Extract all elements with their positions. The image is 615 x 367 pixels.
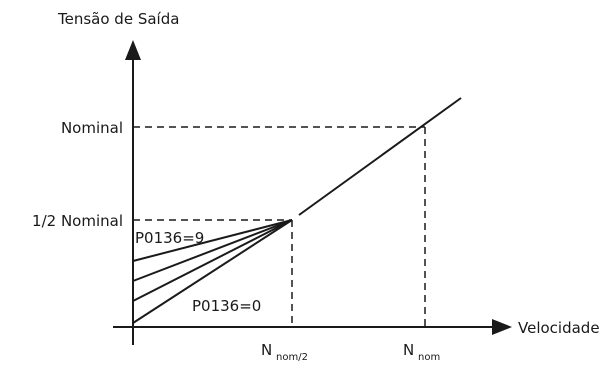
boost-line-min	[132, 219, 293, 324]
vf-main-line	[298, 97, 462, 216]
param-min-label: P0136=0	[192, 297, 261, 315]
x-axis-arrow	[492, 319, 512, 335]
full-speed-mark-subscript: nom	[418, 352, 440, 363]
half-speed-mark-subscript: nom/2	[276, 352, 308, 363]
boost-line-3	[132, 219, 293, 302]
nominal-level-label: Nominal	[61, 119, 123, 137]
x-axis-label: Velocidade	[518, 319, 600, 337]
param-max-label: P0136=9	[135, 229, 204, 247]
half-nominal-level-label: 1/2 Nominal	[32, 212, 123, 230]
boost-line-2	[132, 219, 293, 282]
half-speed-mark-base: N	[261, 341, 272, 359]
y-axis-label: Tensão de Saída	[57, 10, 179, 28]
full-speed-mark-base: N	[403, 341, 414, 359]
boost-line-max	[132, 219, 293, 262]
y-axis-arrow	[125, 40, 141, 60]
